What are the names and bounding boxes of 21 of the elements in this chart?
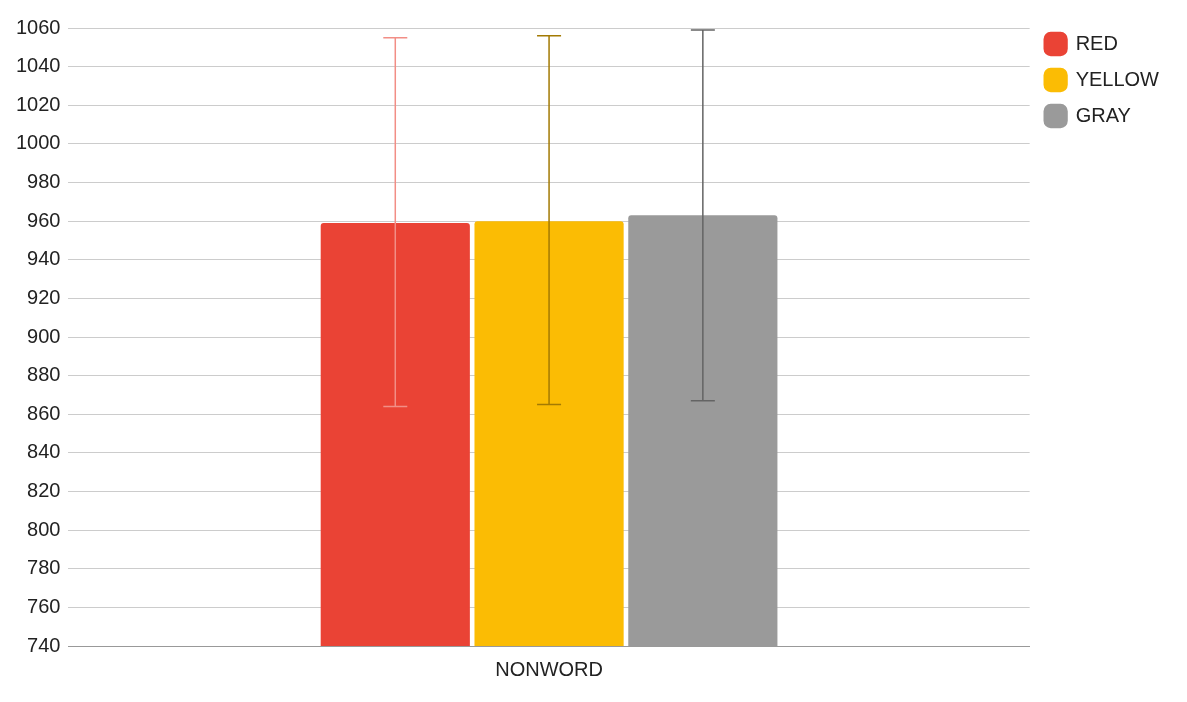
- legend-label: GRAY: [1075, 103, 1131, 126]
- y-tick-label: 1060: [15, 15, 61, 38]
- y-tick-label: 760: [27, 594, 61, 617]
- y-tick-label: 940: [27, 247, 61, 270]
- y-tick-label: 820: [27, 479, 61, 502]
- y-tick-label: 800: [27, 517, 61, 540]
- y-tick-label: 740: [27, 633, 61, 656]
- y-tick-label: 920: [27, 285, 61, 308]
- y-tick-label: 1020: [15, 92, 61, 115]
- y-tick-label: 840: [27, 440, 61, 463]
- legend-label: YELLOW: [1075, 67, 1160, 90]
- y-tick-label: 780: [27, 556, 61, 579]
- y-tick-label: 1040: [15, 54, 61, 77]
- y-tick-label: 1000: [15, 131, 61, 154]
- y-tick-label: 880: [27, 363, 61, 386]
- y-tick-label: 860: [27, 401, 61, 424]
- legend-label: RED: [1075, 31, 1118, 54]
- y-tick-label: 980: [27, 170, 61, 193]
- y-tick-label: 900: [27, 324, 61, 347]
- x-tick-label: NONWORD: [495, 657, 603, 680]
- y-tick-label: 960: [27, 208, 61, 231]
